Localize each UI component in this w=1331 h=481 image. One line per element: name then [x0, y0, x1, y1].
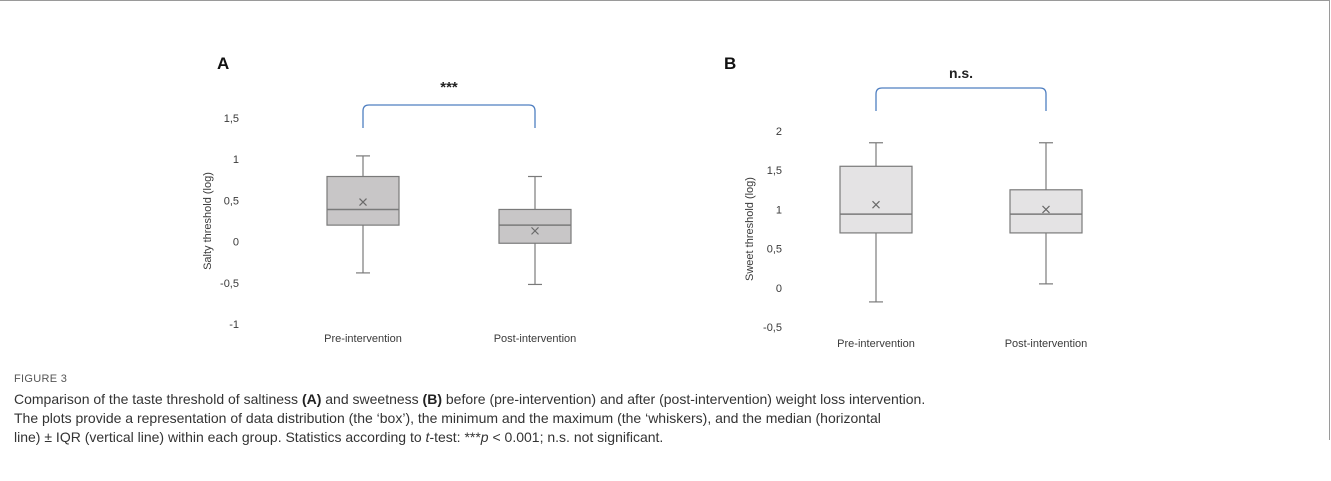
caption-line-1: Comparison of the taste threshold of sal… — [14, 391, 926, 407]
figure-frame — [0, 0, 1330, 440]
panel-b-mean-marker — [1042, 205, 1050, 214]
box-plots: 1,5 1 0,5 0 -0,5 -1 Salty threshold (log) Pre-i… — [202, 65, 1088, 350]
panel-a-box — [326, 175, 400, 226]
panel-a-box — [498, 208, 572, 244]
caption-text: Comparison of the taste threshold of sal… — [14, 390, 1314, 447]
panel-a-ytick-label: 0 — [233, 237, 239, 249]
panel-a-ytick-label: 1,5 — [224, 113, 239, 125]
panel-b-mean-marker — [872, 200, 880, 209]
panel-a-category-label: Post-intervention — [494, 333, 577, 345]
panel-a-mean-marker — [359, 198, 367, 206]
figure-number: FIGURE 3 — [14, 373, 68, 385]
panel-a-label: A — [217, 54, 230, 73]
panel-b-ytick-label: 0,5 — [767, 244, 782, 256]
caption-line-3: line) ± IQR (vertical line) within each … — [14, 429, 664, 445]
panel-b-category-label: Pre-intervention — [837, 338, 915, 350]
panel-b-significance-bracket — [875, 87, 1047, 111]
panel-a-ytick-label: -1 — [229, 319, 239, 331]
panel-b-ytick-label: -0,5 — [763, 322, 782, 334]
panel-b-significance-label: n.s. — [949, 65, 973, 81]
figure-caption: FIGURE 3 Comparison of the taste thresho… — [14, 373, 1314, 447]
caption-line-2: The plots provide a representation of da… — [14, 410, 881, 426]
panel-b-box — [1009, 189, 1083, 234]
panel-a-ytick-label: 0,5 — [224, 195, 239, 207]
panel-b-ytick-label: 0 — [776, 283, 782, 295]
panel-b-ytick-label: 1,5 — [767, 165, 782, 177]
panel-a-ytick-label: 1 — [233, 154, 239, 166]
panel-b-ytick-label: 2 — [776, 126, 782, 138]
panel-a-mean-marker — [531, 226, 539, 235]
panel-b-ytick-label: 1 — [776, 204, 782, 216]
panel-a-y-axis-title: Salty threshold (log) — [202, 172, 214, 270]
panel-b-box — [839, 165, 913, 234]
panel-b-label: B — [724, 54, 737, 73]
panel-a-significance-bracket — [362, 104, 536, 128]
panel-b-category-label: Post-intervention — [1005, 338, 1088, 350]
panel-a-category-label: Pre-intervention — [324, 333, 402, 345]
panel-a-significance-label: *** — [440, 79, 458, 96]
panel-a-ytick-label: -0,5 — [220, 278, 239, 290]
panel-b-y-axis-title: Sweet threshold (log) — [744, 177, 756, 281]
